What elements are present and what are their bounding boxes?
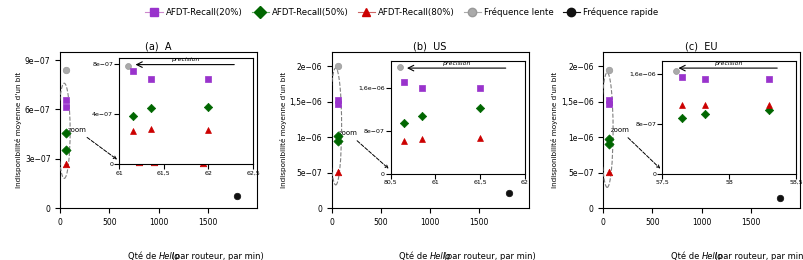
Point — [59, 148, 72, 152]
Point — [414, 160, 426, 164]
Text: Qté de: Qté de — [398, 252, 430, 260]
Text: (par routeur, par min): (par routeur, par min) — [711, 252, 803, 260]
Point — [196, 94, 209, 99]
Point — [331, 170, 344, 174]
Point — [196, 161, 209, 165]
Text: Hello: Hello — [430, 252, 450, 260]
Point — [734, 128, 747, 132]
Text: Qté de: Qté de — [128, 252, 158, 260]
Point — [502, 191, 515, 195]
Point — [132, 86, 145, 90]
Title: (c)  EU: (c) EU — [684, 41, 717, 51]
Point — [675, 94, 687, 98]
Point — [690, 128, 703, 132]
Point — [196, 130, 209, 134]
Point — [331, 64, 344, 68]
Point — [59, 162, 72, 167]
Point — [690, 96, 703, 100]
Point — [463, 119, 475, 124]
Text: zoom: zoom — [339, 130, 387, 168]
Point — [331, 134, 344, 138]
Point — [414, 128, 426, 132]
Point — [463, 158, 475, 162]
Point — [734, 132, 747, 136]
Text: zoom: zoom — [67, 127, 116, 159]
Point — [147, 93, 160, 98]
Point — [331, 139, 344, 143]
Text: zoom: zoom — [609, 127, 658, 168]
Point — [132, 160, 145, 164]
Point — [675, 134, 687, 138]
Text: Qté de: Qté de — [670, 252, 701, 260]
Point — [59, 98, 72, 102]
Point — [602, 142, 615, 146]
Legend: AFDT-Recall(20%), AFDT-Recall(50%), AFDT-Recall(80%), Fréquence lente, Fréquence: AFDT-Recall(20%), AFDT-Recall(50%), AFDT… — [142, 4, 661, 21]
Y-axis label: Indisponibilité moyenne d'un bit: Indisponibilité moyenne d'un bit — [550, 72, 557, 188]
Text: Hello: Hello — [701, 252, 722, 260]
Title: (b)  US: (b) US — [413, 41, 446, 51]
Point — [331, 102, 344, 106]
Point — [602, 68, 615, 72]
Point — [423, 160, 436, 164]
Point — [230, 194, 243, 198]
Point — [132, 131, 145, 135]
Point — [331, 98, 344, 102]
Text: (par routeur, par min): (par routeur, par min) — [169, 252, 264, 260]
Point — [773, 196, 786, 200]
Point — [602, 136, 615, 141]
Y-axis label: Indisponibilité moyenne d'un bit: Indisponibilité moyenne d'un bit — [15, 72, 22, 188]
Point — [59, 68, 72, 72]
Point — [147, 160, 160, 164]
Point — [59, 105, 72, 109]
Text: Hello: Hello — [158, 252, 180, 260]
Point — [423, 93, 436, 97]
Point — [602, 170, 615, 174]
Point — [414, 87, 426, 91]
Point — [147, 131, 160, 135]
Title: (a)  A: (a) A — [145, 41, 172, 51]
Point — [602, 98, 615, 102]
Point — [602, 102, 615, 106]
Y-axis label: Indisponibilité moyenne d'un bit: Indisponibilité moyenne d'un bit — [279, 72, 286, 188]
Text: (par routeur, par min): (par routeur, par min) — [440, 252, 535, 260]
Point — [59, 131, 72, 135]
Point — [675, 128, 687, 132]
